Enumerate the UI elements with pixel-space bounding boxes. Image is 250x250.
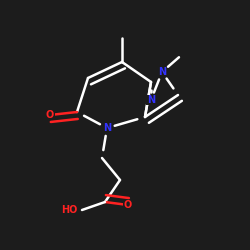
Text: N: N (103, 123, 111, 133)
Text: O: O (124, 200, 132, 210)
Text: HO: HO (60, 205, 77, 215)
Text: N: N (147, 95, 155, 105)
Text: O: O (46, 110, 54, 120)
Text: N: N (158, 67, 166, 77)
